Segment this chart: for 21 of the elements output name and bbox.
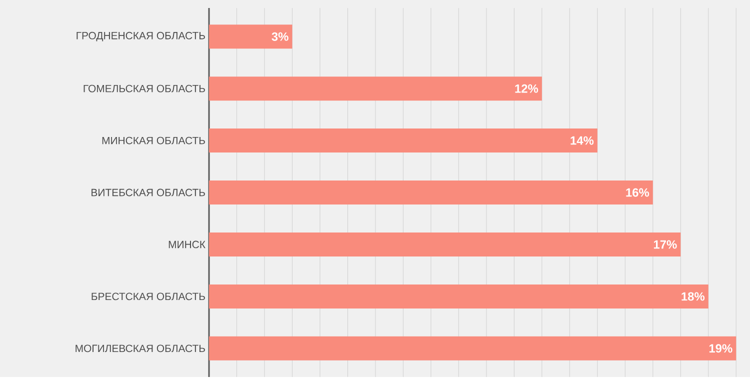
data-label: 3% [272,32,288,41]
bar [209,128,598,153]
y-tick-label: МИНСКАЯ ОБЛАСТЬ [102,136,205,144]
bar [209,76,542,101]
y-tick-label: ГОМЕЛЬСКАЯ ОБЛАСТЬ [84,84,205,92]
y-tick-label: ВИТЕБСКАЯ ОБЛАСТЬ [92,188,205,196]
y-tick-label: БРЕСТСКАЯ ОБЛАСТЬ [92,292,205,300]
y-tick-label: ГРОДНЕНСКАЯ ОБЛАСТЬ [76,32,205,42]
data-label: 18% [682,292,705,301]
bar [209,24,292,49]
data-label: 17% [654,240,677,249]
bar [209,336,736,360]
data-label: 19% [709,344,732,353]
bar [209,180,653,205]
data-label: 16% [626,188,650,197]
y-tick-label: МИНСК [168,240,206,248]
y-tick-label: МОГИЛЕВСКАЯ ОБЛАСТЬ [76,344,205,352]
data-label: 12% [515,84,538,93]
bar [209,232,681,257]
bar [209,284,708,309]
data-label: 14% [570,136,594,145]
